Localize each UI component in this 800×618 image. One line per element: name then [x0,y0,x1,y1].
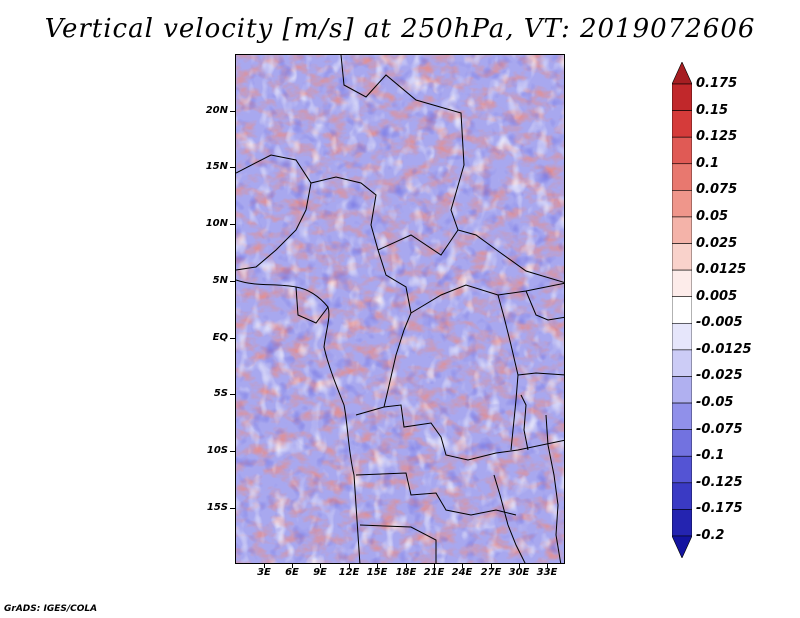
colorbar-segment [672,216,692,244]
colorbar-segment [672,349,692,377]
colorbar-segment [672,83,692,111]
lon-label-27e: 27E [480,567,502,578]
colorbar-segment [672,535,692,558]
map-panel [235,54,565,564]
colorbar-segment [672,429,692,457]
lat-tick [230,338,235,339]
vertical-velocity-field [236,55,564,563]
lon-label-12e: 12E [338,567,360,578]
lon-label-21e: 21E [423,567,445,578]
lat-label-15n: 15N [205,161,228,172]
colorbar-label: 0.005 [696,288,738,304]
colorbar-label: 0.05 [696,208,729,224]
colorbar-segment [672,110,692,138]
lat-tick [230,281,235,282]
lon-tick [292,564,293,568]
colorbar-segment [672,190,692,218]
colorbar-segment [672,455,692,484]
colorbar-label: -0.2 [696,528,725,543]
lon-label-33e: 33E [536,567,558,578]
lat-tick [230,394,235,395]
colorbar-segment [672,163,692,191]
colorbar-label: -0.1 [696,448,725,464]
colorbar-label: -0.005 [696,315,743,331]
colorbar-segment [672,402,692,430]
colorbar-label: -0.175 [696,501,743,517]
lon-label-24e: 24E [451,567,473,578]
colorbar-label: 0.025 [696,235,738,251]
lon-label-15e: 15E [366,567,388,578]
colorbar-segment [672,136,692,165]
lon-label-6e: 6E [285,567,299,578]
colorbar-segment [672,322,692,351]
lat-tick [230,224,235,225]
lon-tick [320,564,321,568]
lon-tick [491,564,492,568]
grads-credit: GrADS: IGES/COLA [4,604,98,614]
lon-tick [264,564,265,568]
chart-title: Vertical velocity [m/s] at 250hPa, VT: 2… [44,14,756,44]
colorbar-segment [672,296,692,324]
colorbar-label: 0.1 [696,155,720,171]
colorbar-segment [672,509,692,537]
colorbar [672,62,692,558]
lat-label-10s: 10S [206,445,228,456]
lon-tick [434,564,435,568]
colorbar-label: 0.175 [696,76,738,91]
colorbar-label: -0.075 [696,421,743,437]
lon-tick [406,564,407,568]
colorbar-label: -0.125 [696,474,743,490]
lon-tick [547,564,548,568]
colorbar-label: 0.0125 [696,262,747,278]
colorbar-label: 0.075 [696,182,738,198]
lat-label-5s: 5S [213,388,228,399]
lat-tick [230,167,235,168]
colorbar-label: -0.0125 [696,341,752,357]
lon-tick [519,564,520,568]
colorbar-label: -0.025 [696,368,743,384]
lat-label-20n: 20N [205,105,228,116]
lat-label-5n: 5N [212,275,228,286]
lat-tick [230,451,235,452]
lon-label-30e: 30E [508,567,530,578]
lon-tick [462,564,463,568]
lon-label-18e: 18E [395,567,417,578]
lon-label-3e: 3E [257,567,271,578]
colorbar-label: -0.05 [696,395,734,411]
lat-label-eq: EQ [212,332,228,343]
colorbar-segment [672,62,692,85]
colorbar-segment [672,482,692,510]
lat-tick [230,111,235,112]
lat-label-15s: 15S [206,502,228,513]
lat-label-10n: 10N [205,218,228,229]
colorbar-segment [672,243,692,271]
colorbar-label: 0.125 [696,129,738,145]
colorbar-label: 0.15 [696,102,729,118]
lon-label-9e: 9E [313,567,327,578]
colorbar-segment [672,376,692,404]
colorbar-segment [672,269,692,298]
lon-tick [349,564,350,568]
lon-tick [377,564,378,568]
lat-tick [230,508,235,509]
